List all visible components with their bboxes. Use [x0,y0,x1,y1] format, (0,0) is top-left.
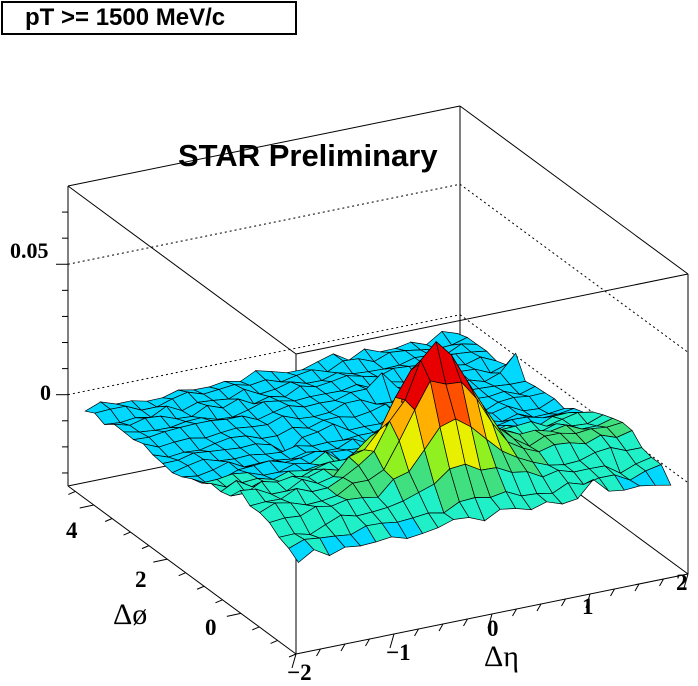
y-tick [104,518,113,522]
y-tick-label: 0 [205,615,217,640]
y-axis-label: Δø [113,598,148,631]
box-edge [295,273,689,355]
z-gridline [67,183,689,353]
x-tick [316,648,321,657]
x-tick [463,618,468,627]
x-tick [487,613,493,629]
pt-cut-label: pT >= 1500 MeV/c [1,1,297,35]
y-tick [196,585,205,590]
y-tick [153,558,168,563]
x-tick [610,588,615,597]
x-tick-label: 0 [487,616,499,641]
box-edge [67,185,297,355]
y-tick [178,572,186,577]
x-tick [512,608,517,617]
z-gridline [67,314,689,484]
y-tick [123,531,131,536]
y-tick [270,639,278,644]
x-tick [634,583,640,592]
x-tick [585,593,591,609]
x-tick-label: 2 [676,570,688,595]
y-tick-label: 4 [66,518,78,543]
y-tick [141,545,150,550]
x-tick-label: 1 [582,594,594,619]
y-tick [68,490,76,495]
box-edge [67,485,297,655]
x-tick [414,628,419,637]
y-tick [288,653,297,658]
y-tick [252,626,260,631]
x-tick [561,598,566,607]
y-tick [79,504,94,509]
x-tick-label: −2 [287,660,312,685]
box-edge [459,105,689,275]
x-tick [340,643,346,652]
box-edge [67,105,461,187]
x-tick [536,603,542,612]
y-tick-label: 2 [135,567,147,592]
x-tick [438,623,444,632]
z-tick-label: 0.05 [10,238,49,263]
z-tick-label: 0 [40,380,51,405]
x-tick [389,633,395,649]
x-tick [683,573,689,589]
x-tick [291,653,297,669]
x-tick-label: −1 [386,640,411,665]
surface-cell [645,464,672,486]
x-tick [659,578,664,587]
y-tick [226,612,241,617]
x-axis-label: Δη [484,640,519,673]
x-tick [365,638,370,647]
y-tick [215,599,223,604]
chart-title: STAR Preliminary [178,138,438,173]
